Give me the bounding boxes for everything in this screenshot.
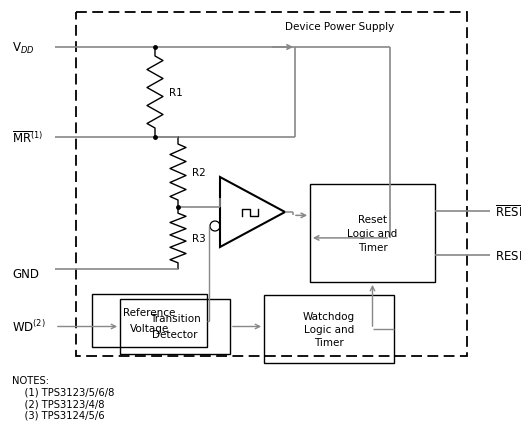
Text: R2: R2 bbox=[192, 167, 206, 178]
Text: R3: R3 bbox=[192, 233, 206, 243]
Text: Reference: Reference bbox=[123, 308, 176, 318]
Text: WD$^{(2)}$: WD$^{(2)}$ bbox=[12, 319, 46, 335]
Text: Voltage: Voltage bbox=[130, 324, 169, 334]
Bar bbox=[120, 299, 230, 354]
Text: R1: R1 bbox=[169, 88, 183, 98]
Text: Logic and: Logic and bbox=[348, 228, 398, 239]
Text: Reset: Reset bbox=[358, 215, 387, 225]
Text: $\overline{\rm RESET}$: $\overline{\rm RESET}$ bbox=[495, 204, 521, 220]
Text: Timer: Timer bbox=[357, 242, 388, 253]
Bar bbox=[310, 184, 435, 282]
Text: $\overline{\rm MR}^{(1)}$: $\overline{\rm MR}^{(1)}$ bbox=[12, 130, 43, 145]
Bar bbox=[92, 294, 207, 347]
Text: V$_{DD}$: V$_{DD}$ bbox=[12, 40, 34, 55]
Text: Logic and: Logic and bbox=[304, 324, 354, 334]
Bar bbox=[264, 295, 394, 363]
Text: GND: GND bbox=[12, 268, 39, 281]
Bar bbox=[76, 13, 467, 356]
Text: NOTES:
    (1) TPS3123/5/6/8
    (2) TPS3123/4/8
    (3) TPS3124/5/6: NOTES: (1) TPS3123/5/6/8 (2) TPS3123/4/8… bbox=[12, 375, 115, 420]
Text: Watchdog: Watchdog bbox=[303, 311, 355, 321]
Text: Device Power Supply: Device Power Supply bbox=[286, 22, 394, 32]
Text: Transition: Transition bbox=[150, 314, 201, 324]
Text: Detector: Detector bbox=[152, 330, 198, 340]
Text: Timer: Timer bbox=[314, 337, 344, 347]
Text: RESET$^{(3)}$: RESET$^{(3)}$ bbox=[495, 247, 521, 263]
